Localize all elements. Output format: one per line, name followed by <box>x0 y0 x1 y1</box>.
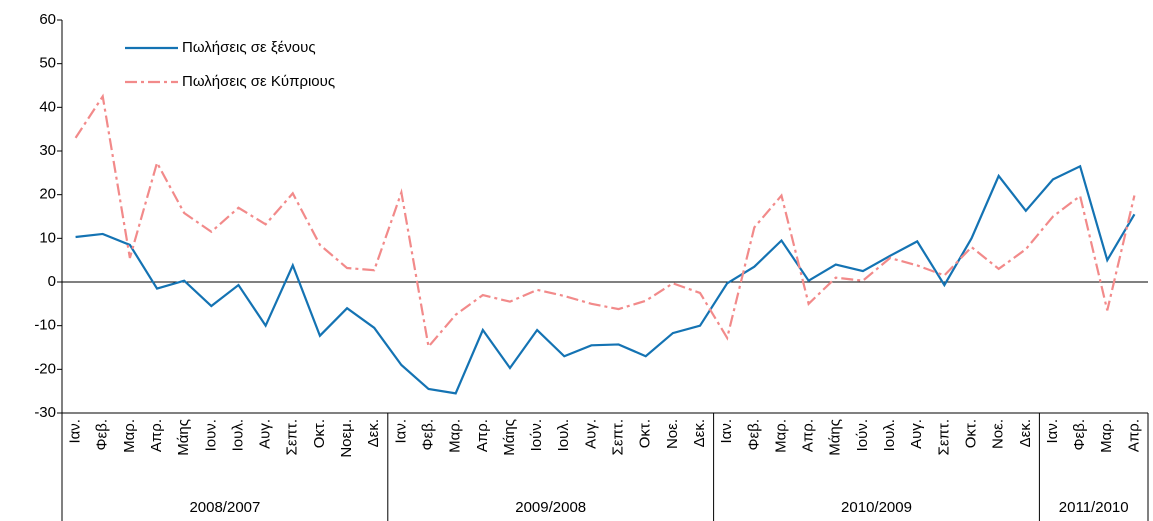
y-tick-label: 30 <box>39 142 56 159</box>
x-tick-label: Ιούν. <box>528 419 545 451</box>
x-tick-label: Απρ. <box>148 419 165 452</box>
x-tick-label: Απρ. <box>474 419 491 452</box>
x-tick-label: Δεκ. <box>1017 419 1034 447</box>
x-tick-label: Φεβ. <box>745 419 762 450</box>
x-tick-label: Σεπτ. <box>935 419 952 455</box>
x-tick-label: Σεπτ. <box>284 419 301 455</box>
x-tick-label: Ιαν. <box>392 419 409 444</box>
x-tick-label: Φεβ. <box>419 419 436 450</box>
x-tick-label: Μαρ. <box>447 419 464 453</box>
x-tick-label: Αυγ. <box>908 419 925 449</box>
x-tick-label: Οκτ. <box>962 419 979 448</box>
x-tick-label: Ιουλ. <box>881 419 898 451</box>
x-tick-label: Ιουλ. <box>229 419 246 451</box>
x-tick-label: Απρ. <box>1125 419 1142 452</box>
x-tick-label: Απρ. <box>800 419 817 452</box>
x-tick-label: Δεκ. <box>691 419 708 447</box>
x-tick-label: Μάης <box>501 419 518 456</box>
x-tick-label: Φεβ. <box>94 419 111 450</box>
x-tick-label: Μάης <box>175 419 192 456</box>
series-line <box>74 93 1136 350</box>
y-tick-label: 10 <box>39 229 56 246</box>
x-tick-label: Νοεμ. <box>338 419 355 458</box>
x-tick-label: Μαρ. <box>1098 419 1115 453</box>
legend-label: Πωλήσεις σε ξένους <box>182 39 316 56</box>
x-tick-label: Ιούν. <box>854 419 871 451</box>
x-tick-label: Οκτ. <box>311 419 328 448</box>
y-tick-label: -20 <box>34 360 56 377</box>
x-tick-label: Μάης <box>827 419 844 456</box>
x-tick-label: Αυγ. <box>257 419 274 449</box>
group-label: 2009/2008 <box>515 499 586 516</box>
y-tick-label: 20 <box>39 186 56 203</box>
group-label: 2011/2010 <box>1059 499 1129 516</box>
y-tick-label: 50 <box>39 55 56 72</box>
x-tick-label: Ιαν. <box>67 419 84 444</box>
x-tick-label: Μαρ. <box>772 419 789 453</box>
legend-label: Πωλήσεις σε Κύπριους <box>182 73 335 90</box>
y-tick-label: -10 <box>34 317 56 334</box>
x-tick-label: Ιαν. <box>718 419 735 444</box>
x-tick-label: Νοε. <box>990 419 1007 449</box>
y-tick-label: -30 <box>34 404 56 421</box>
x-tick-label: Οκτ. <box>637 419 654 448</box>
x-tick-label: Ιαν. <box>1044 419 1061 444</box>
x-tick-label: Σεπτ. <box>610 419 627 455</box>
group-label: 2010/2009 <box>841 499 912 516</box>
x-tick-label: Αυγ. <box>582 419 599 449</box>
y-tick-label: 40 <box>39 98 56 115</box>
x-tick-label: Δεκ. <box>365 419 382 447</box>
x-tick-label: Φεβ. <box>1071 419 1088 450</box>
y-tick-label: 0 <box>48 273 56 290</box>
x-tick-label: Ιουλ. <box>555 419 572 451</box>
x-tick-label: Ιουν. <box>202 419 219 451</box>
x-tick-label: Μαρ. <box>121 419 138 453</box>
series-line <box>75 164 1136 395</box>
x-tick-label: Νοε. <box>664 419 681 449</box>
y-tick-label: 60 <box>39 11 56 28</box>
group-label: 2008/2007 <box>189 499 260 516</box>
